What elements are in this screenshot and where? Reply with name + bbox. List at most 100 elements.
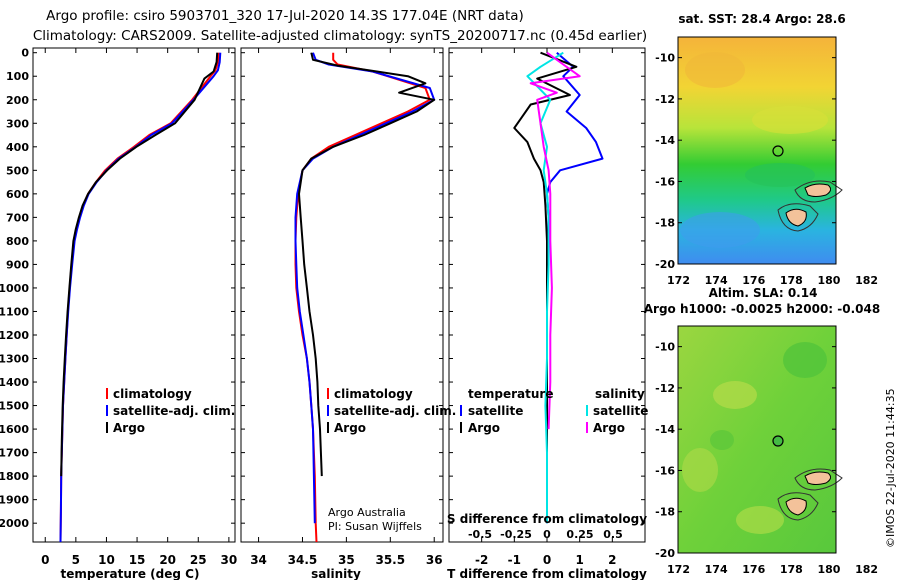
sla-lon-ticks: 172 174 176 178 180 182 [667,563,878,576]
imos-timestamp: ©IMOS 22-Jul-2020 11:44:35 [884,388,897,548]
sst-map-frame [677,36,837,265]
series-line-2-2 [526,51,564,524]
sla-map-nodata [836,326,840,553]
legend-label-climatology: climatology [334,387,413,401]
x-tick-label: 0 [543,553,551,567]
argo-position-marker [772,435,784,447]
legend-label-s-argo: Argo [593,421,625,435]
s-difference-ticks: -0.5 -0.25 0 0.25 0.5 [468,528,623,541]
depth-tick-label: 1700 [0,447,29,460]
lon-tick-label: 174 [705,274,728,287]
sla-patch [736,506,784,534]
depth-tick-label: 100 [6,70,29,83]
x-tick-label: 35.5 [375,553,405,567]
depth-tick-label: 1800 [0,470,29,483]
depth-tick-label: 700 [6,211,29,224]
lat-tick-label: -20 [655,547,675,560]
lon-tick-label: 178 [780,274,803,287]
depth-axis: 0 100 200 300 400 500 600 700 800 900 1000 1100 1200… [0,47,37,530]
sla-patch [682,448,718,492]
legend-label-argo: Argo [113,421,145,435]
lat-tick-label: -12 [655,382,675,395]
depth-tick-label: 1600 [0,423,29,436]
depth-tick-label: 1200 [0,329,29,342]
argo-position-marker [772,145,784,157]
series-line-1-1 [294,52,436,524]
credit-line-1: Argo Australia [328,506,406,519]
lon-tick-label: 180 [817,274,840,287]
panel-ticks: 0 5 10 15 20 25 30 34 34.5 35 35.5 36 -2 -1 0 1 2 [41,48,645,567]
series-line-1-0 [294,52,431,543]
sst-patch [752,106,828,134]
island-contour [777,203,819,232]
x-tick-label: 15 [129,553,146,567]
series-line-0-2 [60,52,219,477]
lon-tick-label: 176 [742,563,765,576]
sst-lat-ticks: -10 -12 -14 -16 -18 -20 [655,52,836,271]
temperature-xlabel: temperature (deg C) [61,567,200,580]
s-tick: 0 [543,528,551,541]
series-line-0-0 [59,52,220,543]
credit-line-2: PI: Susan Wijffels [328,520,422,533]
difference-xlabel: T difference from climatology [447,567,647,580]
depth-tick-label: 600 [6,188,29,201]
lat-tick-label: -16 [655,464,675,477]
lon-tick-label: 174 [705,563,728,576]
header-line-1: Argo profile: csiro 5903701_320 17-Jul-2… [46,8,524,24]
lat-tick-label: -14 [655,134,675,147]
depth-tick-label: 800 [6,235,29,248]
legend-label-argo: Argo [334,421,366,435]
sst-map-title: sat. SST: 28.4 Argo: 28.6 [678,12,845,26]
legend-label-t-satellite: satellite [468,404,523,418]
legend-label-climatology: climatology [113,387,192,401]
island-viti-levu [785,208,807,227]
island-contour [794,468,843,491]
series-line-2-3 [529,51,581,430]
sla-map-frame [677,325,837,554]
depth-tick-label: 400 [6,141,29,154]
depth-tick-label: 1900 [0,494,29,507]
x-tick-label: -2 [475,553,488,567]
s-tick: -0.5 [468,528,492,541]
legend-header-salinity: salinity [595,387,645,401]
x-tick-label: 2 [608,553,616,567]
lon-tick-label: 178 [780,563,803,576]
salinity-plot-frame [240,47,444,543]
lat-tick-label: -10 [655,341,675,354]
depth-tick-label: 500 [6,164,29,177]
depth-tick-label: 1100 [0,305,29,318]
lat-tick-label: -12 [655,93,675,106]
x-tick-label: 0 [41,553,49,567]
s-tick: 0.25 [566,528,593,541]
salinity-xlabel: salinity [311,567,361,580]
x-tick-label: 35 [338,553,355,567]
legend-label-t-argo: Argo [468,421,500,435]
island-contour [777,492,819,521]
depth-tick-label: 900 [6,258,29,271]
legend-label-s-satellite: satellite [593,404,648,418]
difference-legend: temperature salinity satellite Argo sate… [460,387,648,435]
sst-lon-ticks: 172 174 176 178 180 182 [667,274,878,287]
lon-tick-label: 172 [667,563,690,576]
depth-tick-label: 0 [21,47,29,60]
sst-map-nodata [836,37,840,264]
x-tick-label: 34.5 [288,553,318,567]
header-line-2: Climatology: CARS2009. Satellite-adjuste… [33,28,647,44]
island-vanua-levu [804,471,832,485]
sla-map-title-2: Argo h1000: -0.0025 h2000: -0.048 [644,302,880,316]
sst-patch [685,52,745,88]
s-difference-label: S difference from climatology [447,512,647,526]
x-tick-label: 5 [72,553,80,567]
island-contour [794,180,843,203]
lat-tick-label: -16 [655,175,675,188]
sla-map-title-1: Altim. SLA: 0.14 [709,286,818,300]
depth-tick-label: 2000 [0,517,29,530]
x-tick-label: 10 [98,553,115,567]
depth-tick-label: 1000 [0,282,29,295]
x-tick-label: 20 [159,553,176,567]
lat-tick-label: -20 [655,258,675,271]
x-tick-label: 1 [575,553,583,567]
lat-tick-label: -14 [655,423,675,436]
island-viti-levu [785,497,807,516]
